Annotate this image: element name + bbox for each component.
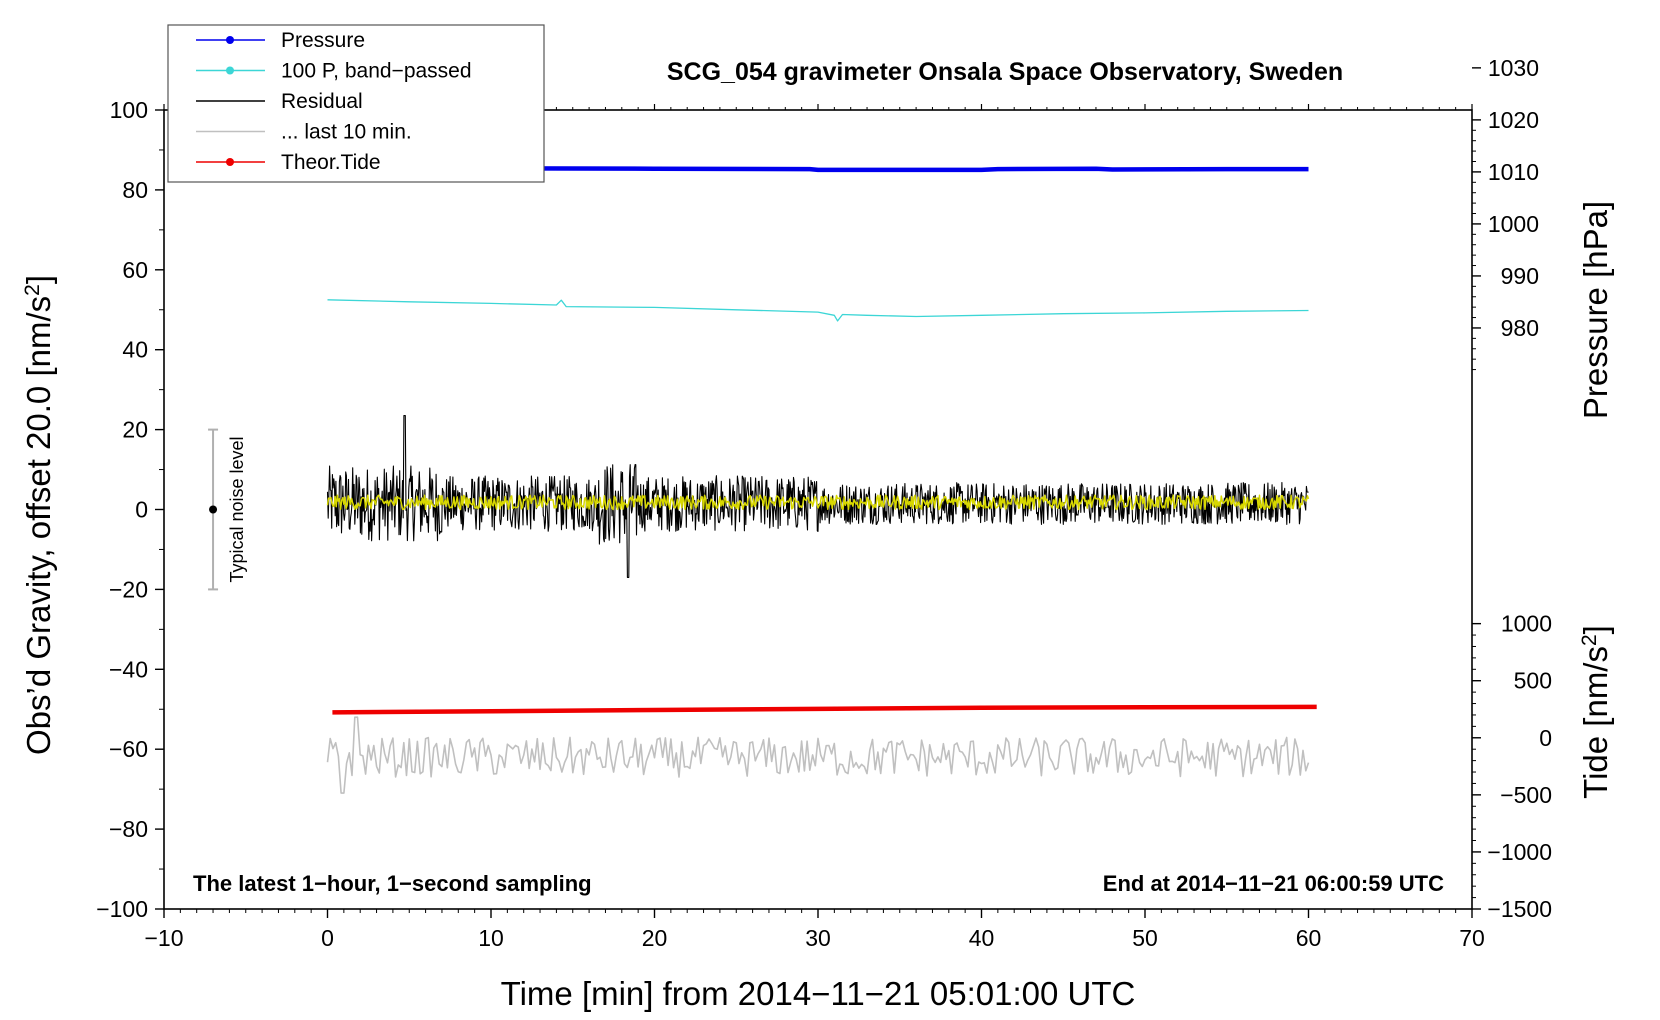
y-left-tick-label: 80	[122, 177, 148, 203]
legend-label: 100 P, band−passed	[281, 60, 472, 83]
y-axis-left-title-sup: 2	[21, 284, 44, 296]
series-mean-trace	[326, 494, 1310, 511]
axis-ticks: −10 0 10 20 30 40 50 60 70−100−80−60−40−20020406…	[96, 55, 1552, 951]
annotation-bottom-right: End at 2014−11−21 06:00:59 UTC	[1103, 871, 1444, 896]
noise-bar: Typical noise level	[208, 428, 247, 591]
y-left-tick-label: 60	[122, 257, 148, 283]
series-100-p-band-passed	[327, 299, 1309, 322]
pressure-tick-label: 990	[1501, 263, 1539, 289]
y-left-tick-label: −40	[109, 656, 148, 682]
legend-label: Residual	[281, 90, 363, 113]
x-tick-label: 0	[321, 925, 334, 951]
tide-tick-label: −500	[1500, 782, 1552, 808]
y-axis-tide-title-text: Tide [nm/s	[1577, 646, 1614, 799]
pressure-tick-label: 1030	[1488, 55, 1539, 81]
y-left-tick-label: 0	[135, 497, 148, 523]
y-axis-tide-title-sup: 2	[1578, 634, 1601, 646]
legend-marker	[226, 158, 234, 166]
pressure-tick-label: 980	[1501, 315, 1539, 341]
x-tick-label: 10	[478, 925, 504, 951]
y-left-tick-label: 40	[122, 337, 148, 363]
x-tick-label: 60	[1296, 925, 1322, 951]
y-axis-left-title: Obs’d Gravity, offset 20.0 [nm/s2]	[20, 275, 57, 755]
pressure-tick-label: 1020	[1488, 107, 1539, 133]
noise-bar-label: Typical noise level	[227, 436, 247, 582]
series--last-10-min-	[326, 716, 1310, 794]
series-pressure	[327, 166, 1309, 173]
pressure-tick-label: 1000	[1488, 211, 1539, 237]
x-tick-label: 30	[805, 925, 831, 951]
tide-tick-label: 0	[1539, 725, 1552, 751]
legend-label: ... last 10 min.	[281, 121, 412, 144]
y-left-tick-label: −60	[109, 736, 148, 762]
tide-tick-label: −1500	[1487, 896, 1552, 922]
legend-marker	[226, 36, 234, 44]
tide-tick-label: 500	[1514, 668, 1552, 694]
x-tick-label: −10	[144, 925, 183, 951]
x-tick-label: 40	[969, 925, 995, 951]
y-axis-pressure-title: Pressure [hPa]	[1577, 201, 1614, 419]
legend-label: Theor.Tide	[281, 151, 381, 174]
series-theor-tide	[332, 704, 1317, 715]
y-axis-left-title-close: ]	[20, 275, 57, 284]
y-left-tick-label: 20	[122, 417, 148, 443]
y-axis-left-title-text: Obs’d Gravity, offset 20.0 [nm/s	[20, 296, 57, 755]
noise-bar-center-dot	[209, 505, 218, 514]
annotation-bottom-left: The latest 1−hour, 1−second sampling	[193, 871, 592, 896]
legend: Pressure 100 P, band−passed Residual ... la…	[167, 24, 545, 183]
tide-tick-label: −1000	[1487, 839, 1552, 865]
y-left-tick-label: −100	[96, 896, 148, 922]
series-residual	[326, 415, 1309, 578]
chart-title: SCG_054 gravimeter Onsala Space Observat…	[667, 58, 1343, 86]
y-axis-tide-title: Tide [nm/s2]	[1577, 625, 1614, 799]
legend-label: Pressure	[281, 29, 365, 52]
legend-box	[167, 24, 545, 183]
y-left-tick-label: −80	[109, 816, 148, 842]
pressure-tick-label: 1010	[1488, 159, 1539, 185]
legend-marker	[226, 66, 234, 75]
x-axis-title: Time [min] from 2014−11−21 05:01:00 UTC	[501, 975, 1136, 1012]
x-tick-label: 50	[1132, 925, 1158, 951]
y-left-tick-label: 100	[110, 97, 148, 123]
series-layer	[326, 166, 1317, 794]
tide-tick-label: 1000	[1501, 611, 1552, 637]
y-left-tick-label: −20	[109, 576, 148, 602]
x-tick-label: 20	[642, 925, 668, 951]
y-axis-tide-title-close: ]	[1577, 625, 1614, 634]
x-tick-label: 70	[1459, 925, 1485, 951]
